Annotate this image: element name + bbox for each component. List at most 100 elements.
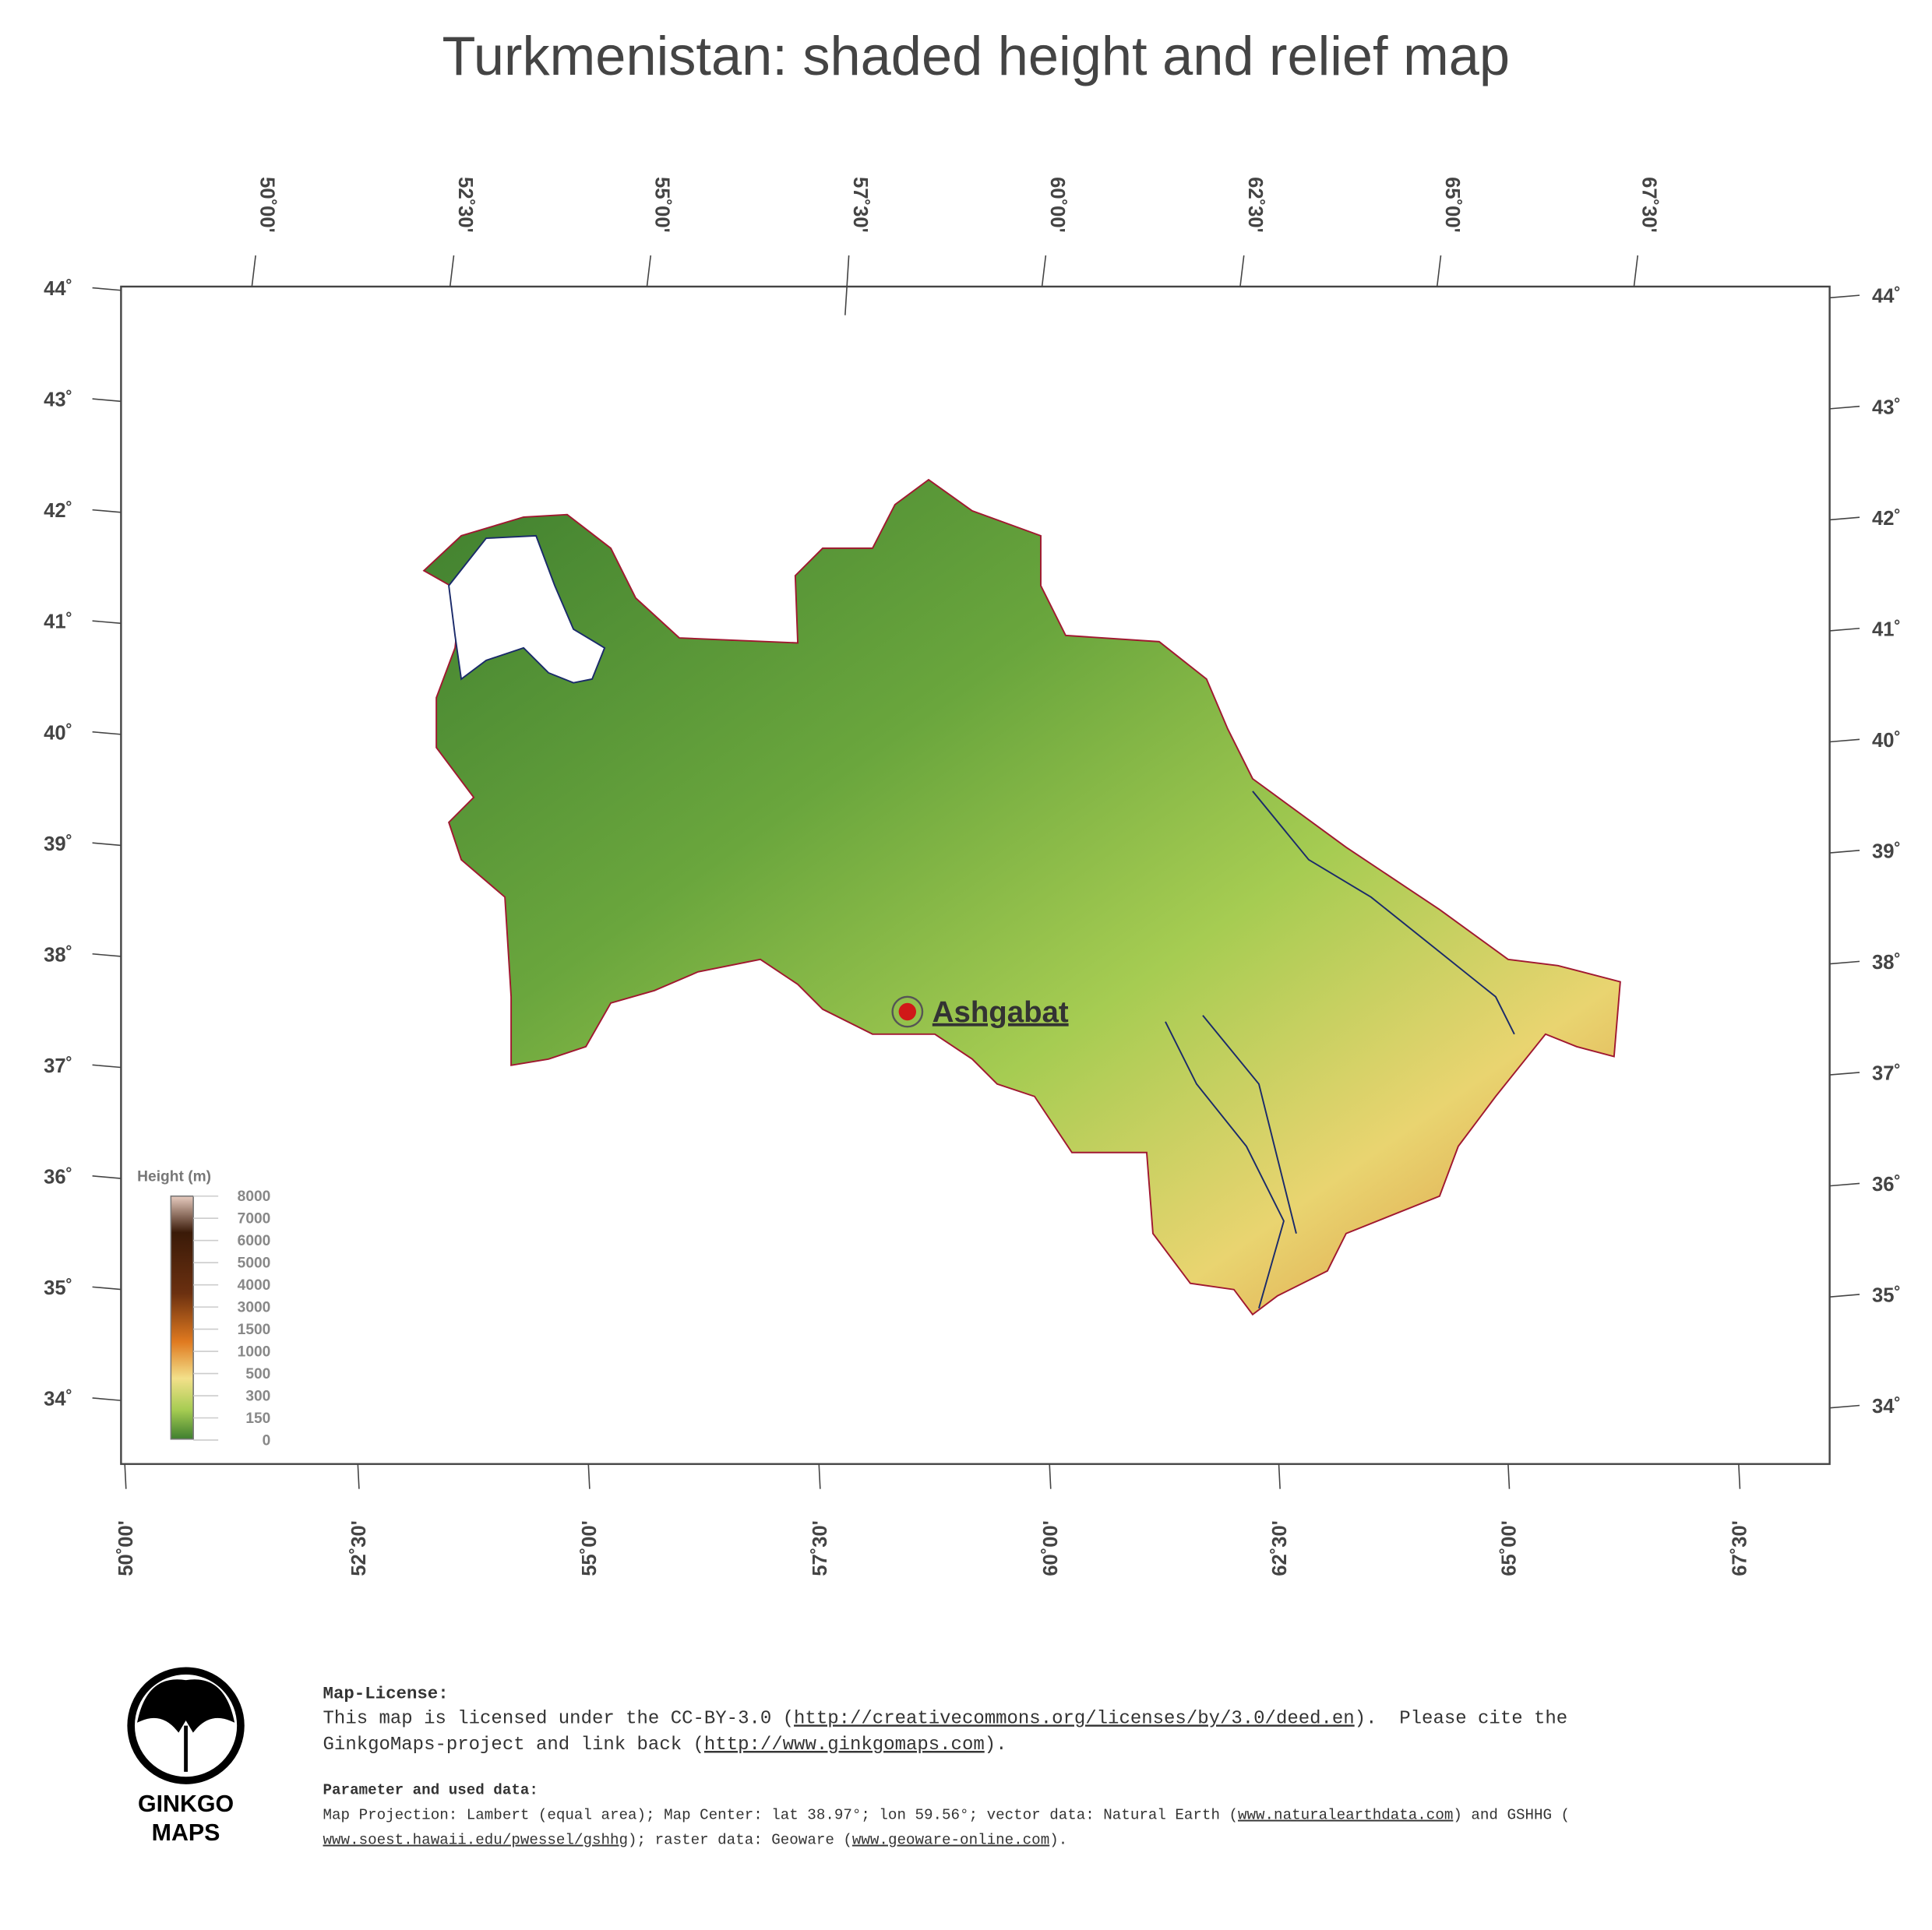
tick: [1829, 960, 1860, 965]
lat-label: 40˚: [1872, 730, 1901, 752]
logo-text: GINKGO: [138, 1791, 234, 1817]
text-span: GinkgoMaps-project and link back (: [323, 1735, 704, 1756]
text-span: This map is licensed under the CC-BY-3.0…: [323, 1708, 795, 1729]
lon-label: 67˚30': [1638, 177, 1660, 233]
tick: [1049, 1463, 1052, 1489]
footer-text: This map is licensed under the CC-BY-3.0…: [323, 1708, 1571, 1848]
tick: [357, 1463, 360, 1489]
capital-marker: [898, 1002, 917, 1021]
lat-label: 34˚: [44, 1389, 72, 1411]
lat-label: 34˚: [1872, 1396, 1901, 1418]
lon-label: 60˚00': [1040, 1520, 1062, 1576]
tick: [818, 1463, 821, 1489]
link[interactable]: http://www.ginkgomaps.com: [704, 1735, 985, 1756]
lat-label: 40˚: [44, 722, 72, 744]
lat-label: 42˚: [44, 500, 72, 522]
tick: [587, 1463, 591, 1489]
text-span: ).: [985, 1735, 1007, 1756]
tick: [1278, 1463, 1281, 1489]
lat-label: 41˚: [44, 611, 72, 633]
legend-label: 4000: [238, 1277, 271, 1294]
logo-text: MAPS: [152, 1819, 220, 1846]
tick: [92, 1175, 122, 1179]
footer-line: This map is licensed under the CC-BY-3.0…: [323, 1708, 1568, 1729]
lon-label: 55˚00': [579, 1520, 601, 1576]
legend-label: 500: [245, 1366, 270, 1382]
logo-leaf: [136, 1679, 235, 1772]
tick: [92, 398, 122, 403]
tick: [1829, 1182, 1860, 1187]
lat-label: 41˚: [1872, 618, 1901, 640]
text-span: ); raster data: Geoware (: [628, 1832, 852, 1849]
tick: [1829, 850, 1860, 854]
lat-label: 36˚: [1872, 1174, 1901, 1196]
link[interactable]: http://creativecommons.org/licenses/by/3…: [794, 1708, 1355, 1729]
tick: [1633, 255, 1639, 287]
tick: [92, 731, 122, 735]
country-shape: [422, 478, 1621, 1316]
legend-label: 1500: [238, 1322, 271, 1338]
tick: [92, 620, 122, 625]
legend-label: 8000: [238, 1189, 271, 1205]
parameters-heading: Parameter and used data:: [323, 1782, 538, 1799]
tick: [646, 255, 652, 287]
tick: [449, 255, 455, 287]
link[interactable]: www.geoware-online.com: [852, 1832, 1049, 1849]
license-heading: Map-License:: [323, 1683, 449, 1703]
text-span: ). Please cite the: [1355, 1708, 1567, 1729]
legend-label: 0: [263, 1432, 271, 1449]
tick: [92, 953, 122, 957]
lake: [448, 534, 606, 684]
lat-label: 44˚: [1872, 286, 1901, 308]
lat-label: 37˚: [44, 1055, 72, 1077]
capital-label: Ashgabat: [933, 995, 1069, 1029]
map-title: Turkmenistan: shaded height and relief m…: [442, 25, 1510, 86]
footer-line: www.soest.hawaii.edu/pwessel/gshhg); ras…: [323, 1832, 1068, 1849]
link[interactable]: www.soest.hawaii.edu/pwessel/gshhg: [323, 1832, 629, 1849]
tick: [92, 287, 122, 291]
tick: [92, 1064, 122, 1069]
text-span: ) and GSHHG (: [1453, 1807, 1570, 1824]
tick: [1829, 516, 1860, 521]
lon-label: 50˚00': [256, 177, 278, 233]
lat-label: 42˚: [1872, 508, 1901, 530]
text-span: ).: [1049, 1832, 1067, 1849]
tick: [1041, 255, 1047, 287]
lon-label: 55˚00': [651, 177, 673, 233]
lat-label: 39˚: [1872, 840, 1901, 862]
lat-label: 44˚: [44, 278, 72, 300]
tick: [1829, 294, 1860, 299]
lon-label: 60˚00': [1046, 177, 1068, 233]
lat-label: 36˚: [44, 1166, 72, 1188]
tick: [251, 255, 256, 287]
capital-ring: [891, 995, 924, 1028]
link[interactable]: www.naturalearthdata.com: [1238, 1807, 1453, 1824]
lon-label: 62˚30': [1269, 1520, 1291, 1576]
tick: [92, 1397, 122, 1401]
lon-label: 62˚30': [1244, 177, 1266, 233]
legend-labels: 8000700060005000400030001500100050030015…: [193, 1189, 270, 1449]
map-frame: [120, 285, 1831, 1465]
tick: [1239, 255, 1245, 287]
lon-label: 67˚30': [1729, 1520, 1750, 1576]
legend-label: 5000: [238, 1256, 271, 1272]
tick: [844, 255, 850, 315]
tick: [1507, 1463, 1511, 1489]
lon-label: 65˚00': [1498, 1520, 1520, 1576]
tick: [92, 842, 122, 847]
legend-bar: [170, 1195, 194, 1440]
legend-label: 6000: [238, 1233, 271, 1249]
tick: [1738, 1463, 1741, 1489]
footer-line: Map Projection: Lambert (equal area); Ma…: [323, 1807, 1571, 1824]
lat-label: 43˚: [1872, 396, 1901, 418]
logo-ring: [127, 1667, 245, 1784]
tick: [92, 509, 122, 513]
rivers: [1165, 791, 1515, 1308]
tick: [92, 1286, 122, 1291]
lon-label: 57˚30': [849, 177, 871, 233]
footer-line: GinkgoMaps-project and link back (http:/…: [323, 1735, 1007, 1756]
lon-label: 50˚00': [115, 1520, 137, 1576]
lon-label: 65˚00': [1441, 177, 1463, 233]
